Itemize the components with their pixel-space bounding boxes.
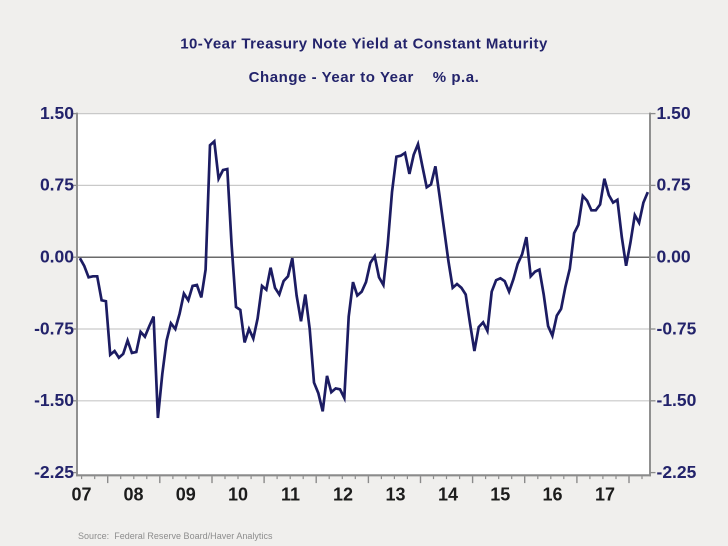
- svg-text:07: 07: [71, 485, 91, 505]
- svg-text:-0.75: -0.75: [34, 318, 74, 338]
- svg-text:0.00: 0.00: [657, 247, 691, 267]
- svg-text:12: 12: [333, 485, 353, 505]
- svg-text:10-Year Treasury Note Yield at: 10-Year Treasury Note Yield at Constant …: [180, 36, 548, 53]
- svg-text:0.75: 0.75: [40, 175, 74, 195]
- svg-text:10: 10: [228, 485, 248, 505]
- svg-text:1.50: 1.50: [40, 103, 74, 123]
- svg-text:-2.25: -2.25: [34, 462, 74, 482]
- svg-text:-1.50: -1.50: [657, 390, 697, 410]
- svg-text:11: 11: [281, 485, 300, 505]
- svg-text:0.75: 0.75: [657, 175, 691, 195]
- svg-text:1.50: 1.50: [657, 103, 691, 123]
- svg-text:Source: Federal Reserve Board: Source: Federal Reserve Board/Haver Anal…: [78, 531, 273, 541]
- svg-text:15: 15: [490, 485, 510, 505]
- svg-text:0.00: 0.00: [40, 247, 74, 267]
- svg-text:16: 16: [542, 485, 562, 505]
- svg-text:09: 09: [176, 485, 196, 505]
- svg-text:08: 08: [123, 485, 143, 505]
- svg-text:-0.75: -0.75: [657, 318, 697, 338]
- svg-text:13: 13: [385, 485, 405, 505]
- svg-text:14: 14: [438, 485, 458, 505]
- svg-text:-1.50: -1.50: [34, 390, 74, 410]
- svg-text:Change - Year to Year % p.a: Change - Year to Year % p.a.: [249, 69, 480, 86]
- svg-text:17: 17: [595, 485, 615, 505]
- svg-text:-2.25: -2.25: [657, 462, 697, 482]
